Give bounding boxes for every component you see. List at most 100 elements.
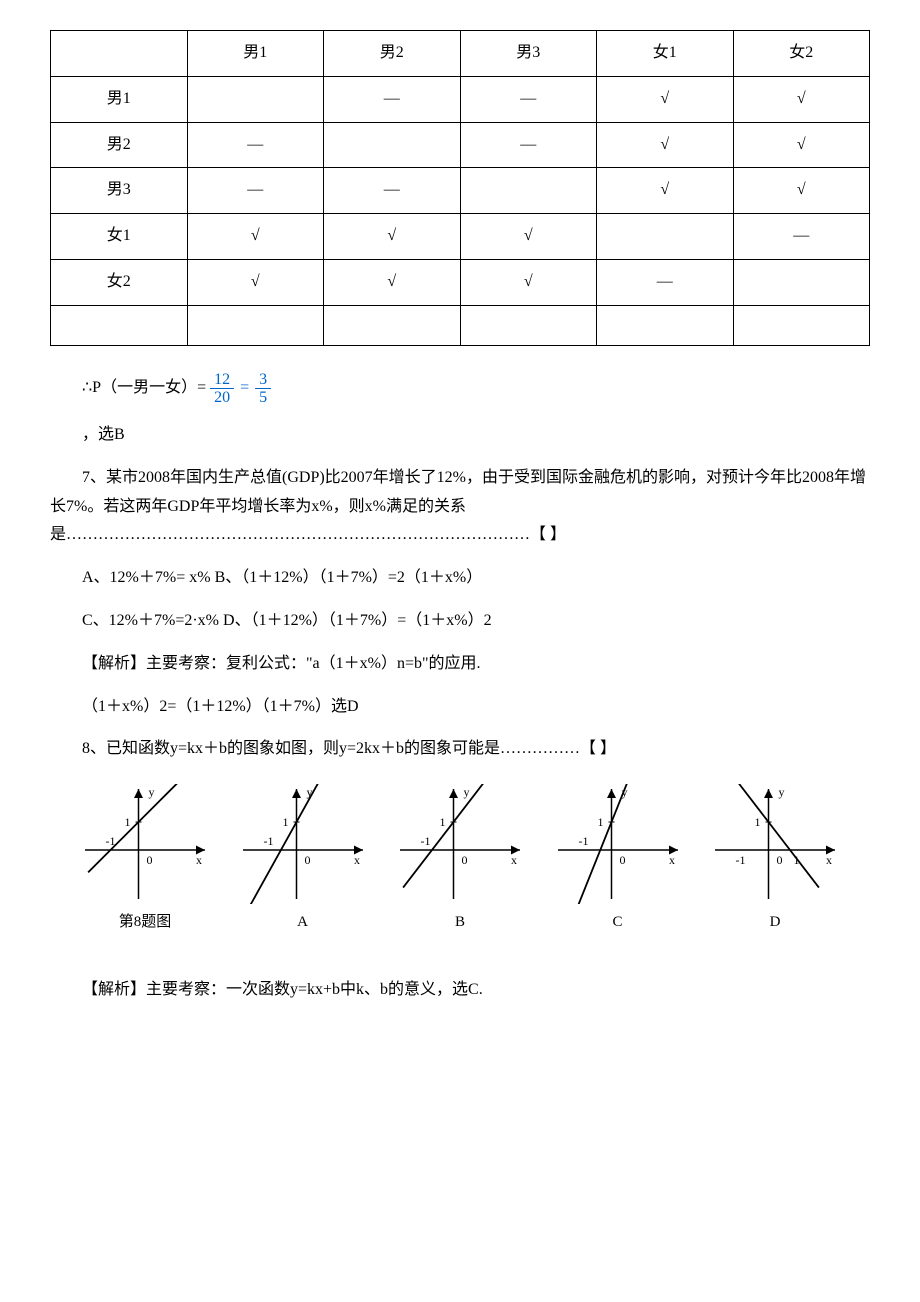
table-row: 男2——√√ [51, 122, 870, 168]
svg-text:x: x [511, 853, 517, 867]
svg-text:0: 0 [147, 853, 153, 867]
svg-text:1: 1 [440, 815, 446, 829]
table-header: 男3 [460, 31, 597, 77]
table-cell: √ [733, 168, 870, 214]
table-cell: 女2 [51, 259, 188, 305]
table-row [51, 305, 870, 345]
graph-box: 0 x y 1 -1 A [238, 784, 368, 936]
probability-table: 男1 男2 男3 女1 女2 男1——√√男2——√√男3——√√女1√√√—女… [50, 30, 870, 346]
svg-text:y: y [306, 785, 312, 799]
fraction-2: 3 5 [255, 371, 271, 407]
svg-text:x: x [196, 853, 202, 867]
svg-text:0: 0 [462, 853, 468, 867]
table-row: 女1√√√— [51, 214, 870, 260]
table-cell: √ [187, 259, 324, 305]
linear-graph: 0 x y 1 -1 1 [710, 784, 840, 904]
table-header: 女1 [597, 31, 734, 77]
svg-text:y: y [149, 785, 155, 799]
probability-formula: ∴P（一男一女）= 12 20 = 3 5 [82, 371, 870, 407]
svg-text:y: y [621, 785, 627, 799]
question-7: 7、某市2008年国内生产总值(GDP)比2007年增长了12%，由于受到国际金… [50, 464, 870, 550]
svg-text:0: 0 [619, 853, 625, 867]
svg-text:1: 1 [597, 815, 603, 829]
table-header: 女2 [733, 31, 870, 77]
table-cell: — [460, 76, 597, 122]
svg-text:-1: -1 [578, 834, 588, 848]
table-cell [187, 76, 324, 122]
table-cell: — [460, 122, 597, 168]
graph-box: 0 x y 1 -1 C [553, 784, 683, 936]
fraction-1: 12 20 [210, 371, 234, 407]
table-cell: 女1 [51, 214, 188, 260]
table-cell [597, 214, 734, 260]
table-cell: 男2 [51, 122, 188, 168]
table-cell [187, 305, 324, 345]
answer-b: ，选B [50, 421, 870, 450]
svg-text:-1: -1 [736, 853, 746, 867]
svg-text:1: 1 [755, 815, 761, 829]
question-8: 8、已知函数y=kx＋b的图象如图，则y=2kx＋b的图象可能是……………【 】 [50, 735, 870, 764]
table-cell: — [324, 168, 461, 214]
table-cell: — [733, 214, 870, 260]
linear-graph: 0 x y 1 -1 [395, 784, 525, 904]
table-cell: 男3 [51, 168, 188, 214]
graph-box: 0xy1-1B [395, 784, 525, 936]
graph-label: C [612, 909, 622, 936]
table-cell: — [187, 122, 324, 168]
svg-text:x: x [669, 853, 675, 867]
q7-choice-ab: A、12%＋7%= x% B、（1＋12%）（1＋7%）=2（1＋x%） [50, 564, 870, 593]
fraction-denominator: 20 [210, 389, 234, 407]
table-cell: √ [597, 122, 734, 168]
table-header [51, 31, 188, 77]
svg-text:x: x [354, 853, 360, 867]
linear-graph: 0 x y 1 -1 [553, 784, 683, 904]
graph-label: A [297, 909, 308, 936]
graph-label: D [770, 909, 781, 936]
table-cell [597, 305, 734, 345]
q8-graphs: 0xy1-1第8题图0xy1-1A0xy1-1B0xy1-1C0xy1-11D [80, 784, 840, 936]
table-cell: √ [597, 168, 734, 214]
fraction-numerator: 3 [255, 371, 271, 390]
svg-text:-1: -1 [263, 834, 273, 848]
fraction-denominator: 5 [255, 389, 271, 407]
equals-sign: = [240, 374, 249, 403]
table-cell: √ [733, 122, 870, 168]
table-cell: √ [733, 76, 870, 122]
svg-text:y: y [464, 785, 470, 799]
formula-prefix: ∴P（一男一女）= [82, 374, 206, 403]
table-cell [324, 305, 461, 345]
table-header-row: 男1 男2 男3 女1 女2 [51, 31, 870, 77]
table-header: 男2 [324, 31, 461, 77]
svg-text:1: 1 [282, 815, 288, 829]
svg-text:0: 0 [304, 853, 310, 867]
table-cell: √ [597, 76, 734, 122]
svg-text:1: 1 [125, 815, 131, 829]
table-cell: √ [460, 214, 597, 260]
svg-text:1: 1 [794, 853, 800, 867]
linear-graph: 0 x y 1 -1 [238, 784, 368, 904]
table-cell: — [324, 76, 461, 122]
table-cell [324, 122, 461, 168]
svg-text:y: y [779, 785, 785, 799]
fraction-numerator: 12 [210, 371, 234, 390]
table-cell [733, 259, 870, 305]
table-row: 男1——√√ [51, 76, 870, 122]
svg-text:0: 0 [777, 853, 783, 867]
linear-graph: 0xy1-1 [80, 784, 210, 904]
table-row: 女2√√√— [51, 259, 870, 305]
table-cell: √ [324, 259, 461, 305]
graph-label: 第8题图 [119, 909, 172, 936]
table-cell: √ [460, 259, 597, 305]
graph-box: 0 x y 1 -1 1 D [710, 784, 840, 936]
table-cell: √ [187, 214, 324, 260]
table-cell [51, 305, 188, 345]
svg-text:-1: -1 [421, 834, 431, 848]
table-cell: √ [324, 214, 461, 260]
q8-analysis: 【解析】主要考察：一次函数y=kx+b中k、b的意义，选C. [50, 976, 870, 1005]
q7-analysis-1: 【解析】主要考察：复利公式："a（1＋x%）n=b"的应用. [50, 650, 870, 679]
graph-box: 0xy1-1第8题图 [80, 784, 210, 936]
table-cell: — [187, 168, 324, 214]
svg-text:x: x [826, 853, 832, 867]
table-cell [733, 305, 870, 345]
q7-choice-cd: C、12%＋7%=2·x% D、（1＋12%）（1＋7%）=（1＋x%）2 [50, 607, 870, 636]
